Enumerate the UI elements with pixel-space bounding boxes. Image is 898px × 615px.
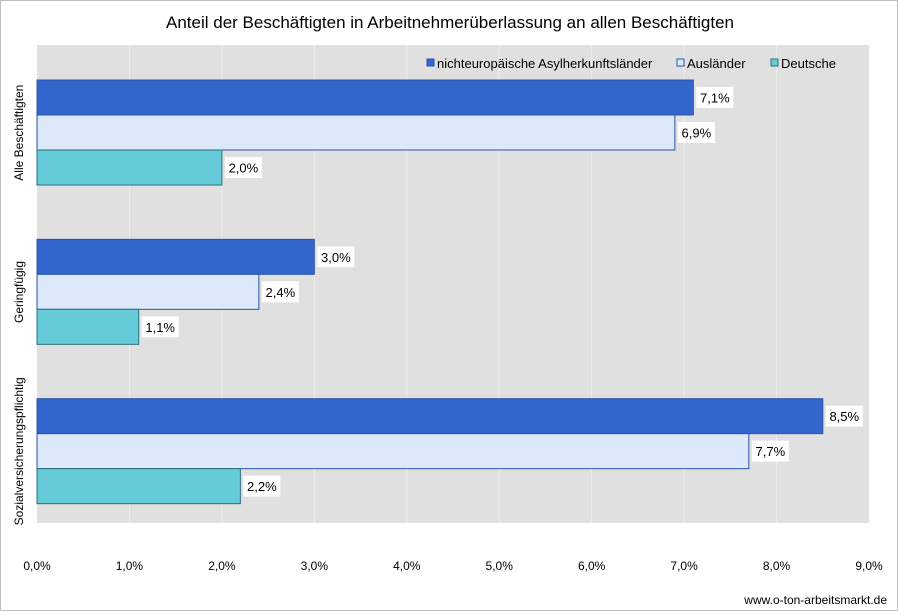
x-tick-label: 4,0% xyxy=(393,559,421,573)
bar xyxy=(36,149,223,186)
data-label: 1,1% xyxy=(145,320,175,335)
category-label: Alle Beschäftigten xyxy=(12,85,26,181)
data-label: 7,1% xyxy=(700,91,730,106)
legend-label: Ausländer xyxy=(687,56,746,71)
legend: nichteuropäische Asylherkunftsländer Ausl… xyxy=(426,56,836,71)
legend-swatch xyxy=(676,58,685,67)
bar xyxy=(36,433,750,470)
data-label: 6,9% xyxy=(682,126,712,141)
x-tick-label: 0,0% xyxy=(23,559,51,573)
data-label-box xyxy=(243,475,281,497)
bar xyxy=(36,308,140,345)
x-tick-label: 2,0% xyxy=(208,559,236,573)
data-label: 8,5% xyxy=(829,409,859,424)
x-tick-label: 6,0% xyxy=(578,559,606,573)
x-tick-label: 3,0% xyxy=(301,559,329,573)
data-label-box xyxy=(141,316,179,338)
data-label-box xyxy=(825,405,863,427)
data-label: 2,0% xyxy=(229,161,259,176)
x-tick-label: 7,0% xyxy=(670,559,698,573)
bar xyxy=(36,114,676,151)
data-label-box xyxy=(751,440,789,462)
data-label-box xyxy=(677,122,715,143)
data-label-box xyxy=(317,246,355,268)
data-label: 3,0% xyxy=(321,250,351,265)
x-tick-label: 1,0% xyxy=(116,559,144,573)
bar xyxy=(36,273,260,310)
data-label-box xyxy=(696,87,734,108)
bars xyxy=(36,79,824,505)
x-tick-label: 9,0% xyxy=(855,559,883,573)
legend-swatch xyxy=(426,58,435,67)
legend-swatch xyxy=(770,58,779,67)
x-tick-label: 8,0% xyxy=(763,559,791,573)
data-label: 2,4% xyxy=(266,285,296,300)
chart-title: Anteil der Beschäftigten in Arbeitnehmer… xyxy=(166,13,734,32)
x-tick-label: 5,0% xyxy=(486,559,514,573)
legend-label: Deutsche xyxy=(781,56,836,71)
data-labels: 7,1% 6,9% 2,0% 3,0% 2,4% 1,1% 8,5% 7,7% 2,2% xyxy=(141,87,863,497)
category-label: Sozialversicherungspflichtig xyxy=(12,377,26,525)
data-label-box xyxy=(261,281,299,303)
legend-label: nichteuropäische Asylherkunftsländer xyxy=(437,56,653,71)
bar xyxy=(36,79,694,116)
data-label: 7,7% xyxy=(756,444,786,459)
source-footer: www.o-ton-arbeitsmarkt.de xyxy=(743,593,887,607)
category-labels: Alle Beschäftigten Geringfügig Sozialversi… xyxy=(12,85,26,526)
data-label-box xyxy=(224,157,262,178)
bar xyxy=(36,398,824,435)
bar xyxy=(36,238,315,275)
x-axis-ticks: 0,0% 1,0% 2,0% 3,0% 4,0% 5,0% 6,0% 7,0% 8,0% 9,0% xyxy=(23,559,883,573)
bar xyxy=(36,468,241,505)
category-label: Geringfügig xyxy=(12,261,26,323)
data-label: 2,2% xyxy=(247,479,277,494)
